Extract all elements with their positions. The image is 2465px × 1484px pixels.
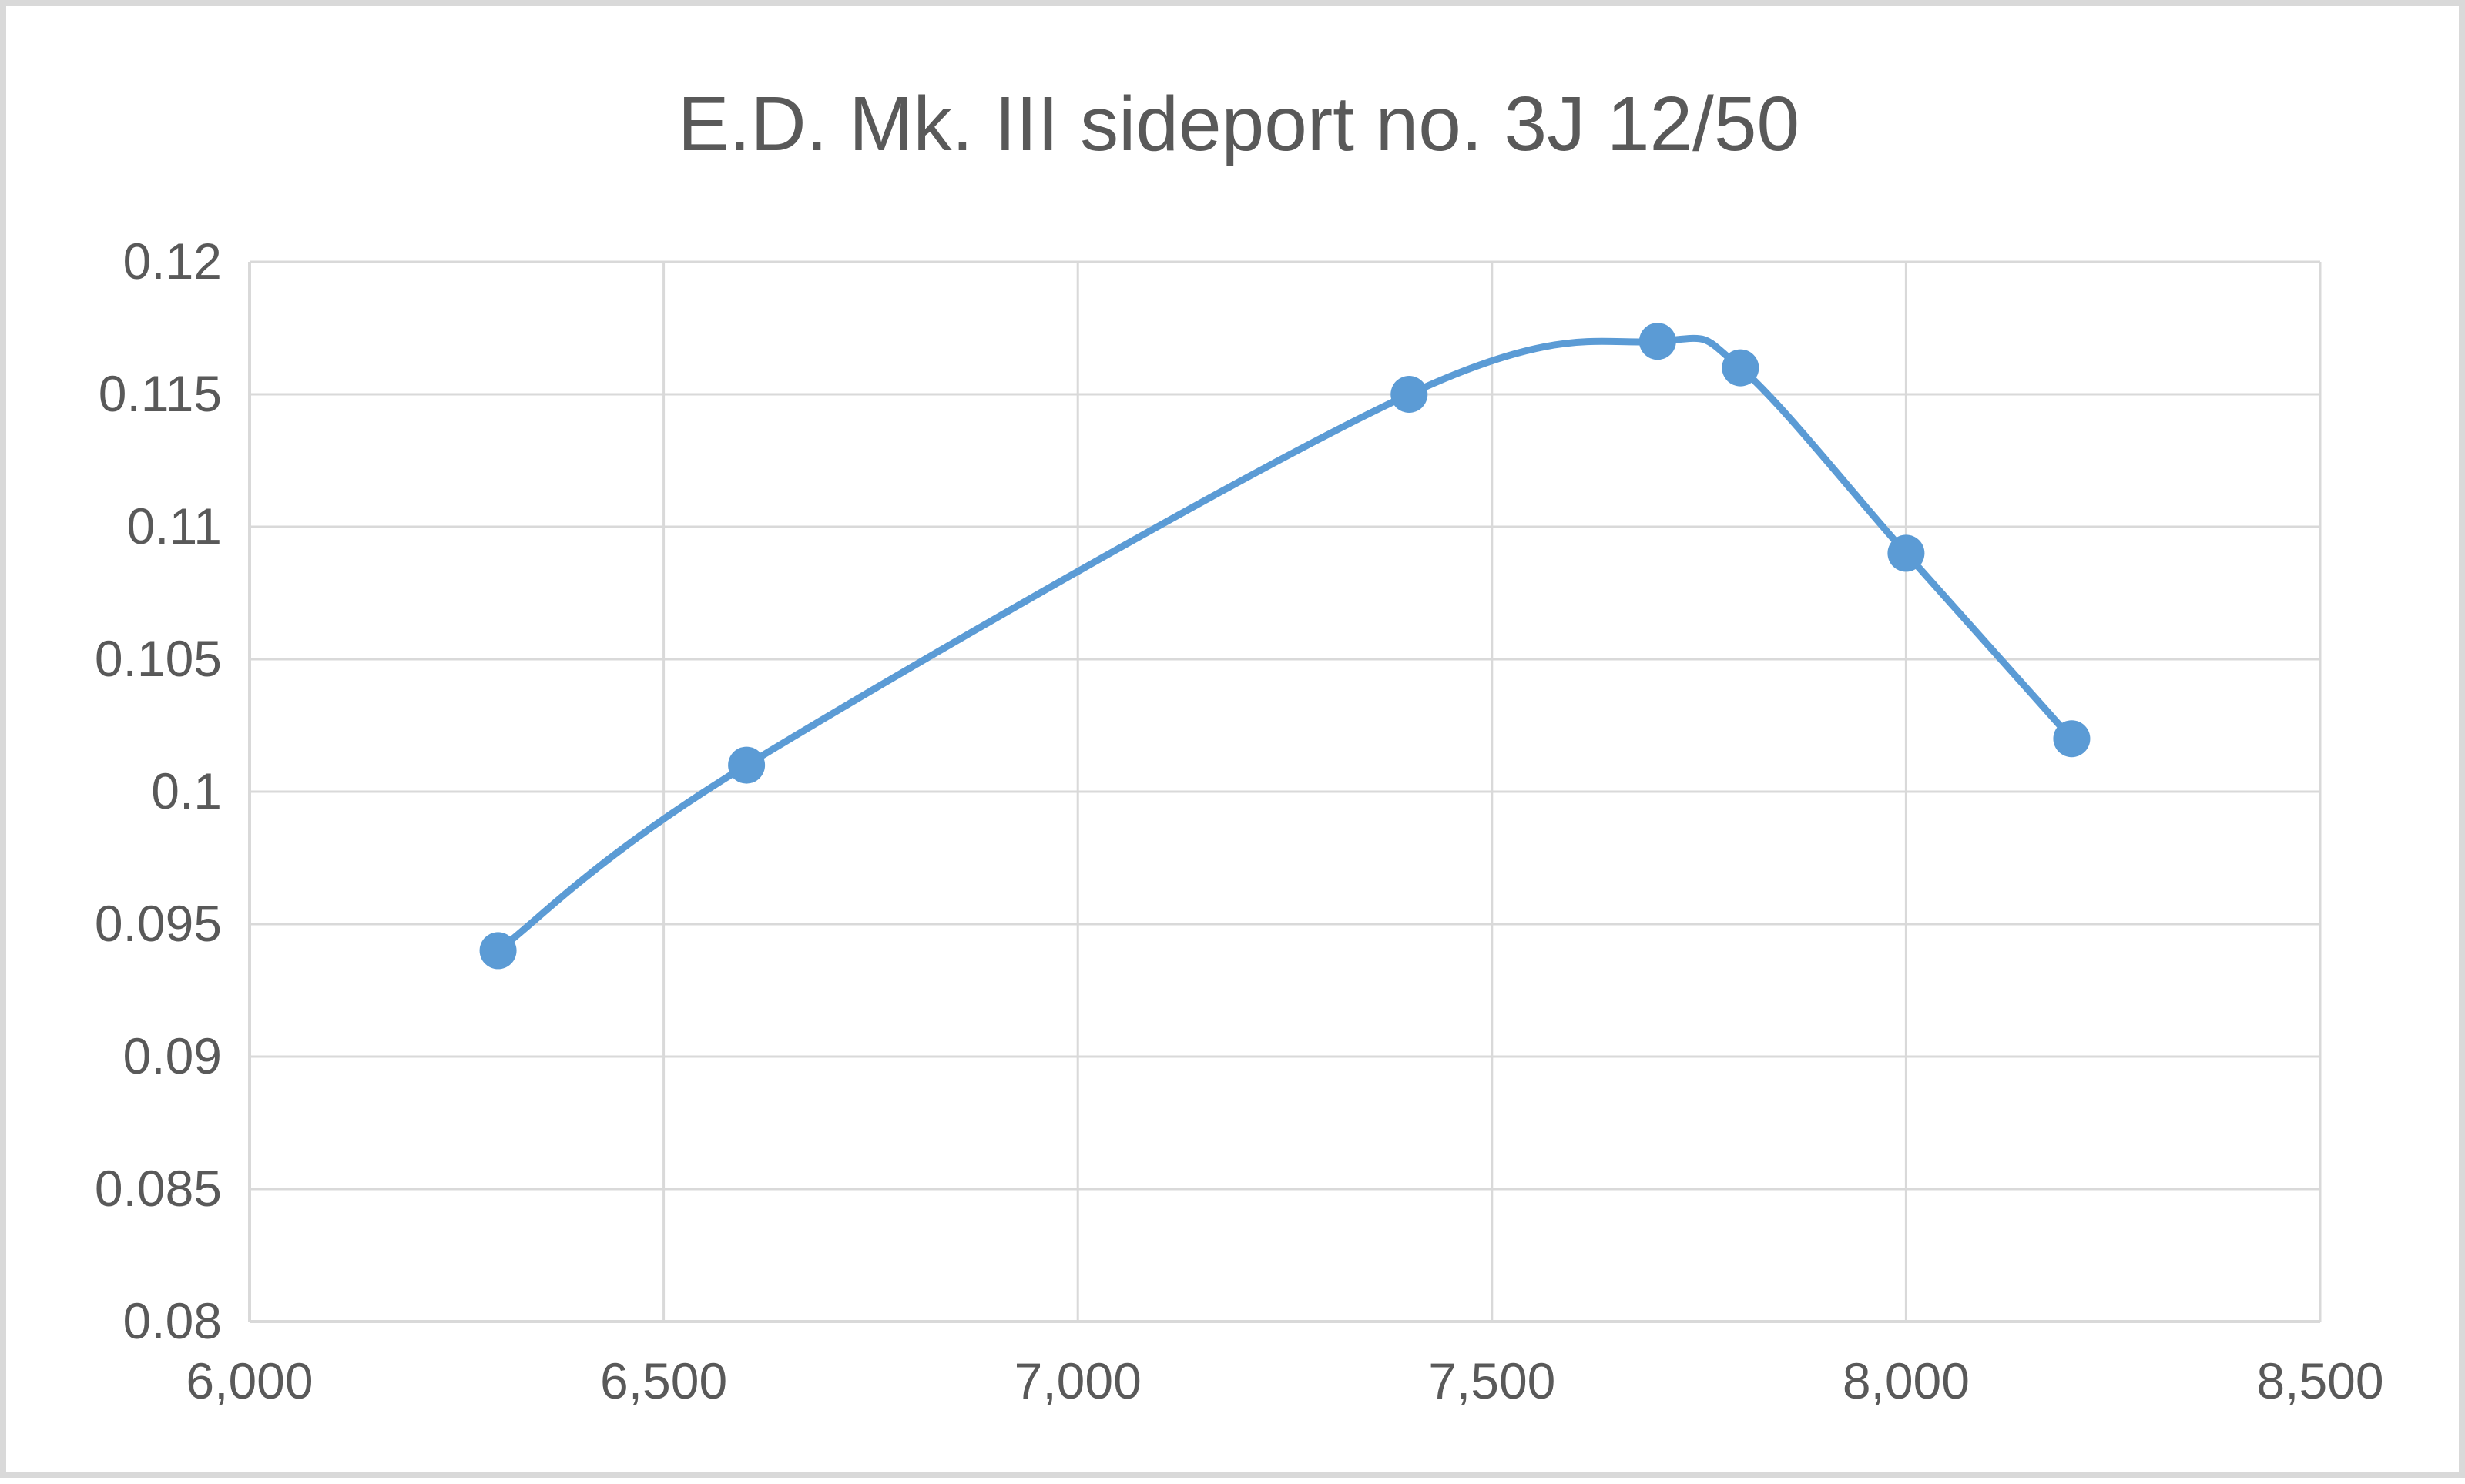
x-tick-label: 7,000 bbox=[1015, 1352, 1142, 1409]
x-tick-label: 8,000 bbox=[1843, 1352, 1970, 1409]
y-tick-label: 0.085 bbox=[95, 1160, 222, 1217]
data-point bbox=[1722, 349, 1759, 387]
data-point bbox=[1638, 323, 1676, 360]
y-tick-label: 0.11 bbox=[126, 497, 222, 554]
y-tick-label: 0.105 bbox=[95, 630, 222, 687]
tick-labels: 0.08 0.085 0.09 0.095 0.1 0.105 0.11 0.115 0.12 6… bbox=[95, 233, 2384, 1409]
axes bbox=[248, 262, 2320, 1323]
data-point bbox=[728, 746, 766, 784]
data-point bbox=[1887, 534, 1925, 572]
data-point bbox=[2053, 720, 2091, 758]
series-layer bbox=[479, 323, 2091, 970]
y-tick-label: 0.095 bbox=[95, 895, 222, 952]
y-tick-label: 0.12 bbox=[123, 233, 222, 290]
y-tick-label: 0.08 bbox=[123, 1292, 222, 1349]
x-tick-label: 8,500 bbox=[2256, 1352, 2383, 1409]
y-tick-label: 0.1 bbox=[151, 762, 222, 819]
y-tick-label: 0.115 bbox=[99, 365, 222, 422]
x-tick-label: 7,500 bbox=[1428, 1352, 1555, 1409]
data-point bbox=[1390, 376, 1428, 413]
grid-lines bbox=[250, 260, 2322, 1322]
x-tick-label: 6,000 bbox=[186, 1352, 313, 1409]
series-line bbox=[495, 334, 2075, 954]
y-tick-label: 0.09 bbox=[123, 1027, 222, 1084]
chart-plot: 0.08 0.085 0.09 0.095 0.1 0.105 0.11 0.115 0.12 6… bbox=[95, 233, 2384, 1409]
data-point bbox=[479, 932, 517, 970]
chart-title: E.D. Mk. III sideport no. 3J 12/50 bbox=[677, 81, 1800, 167]
x-tick-label: 6,500 bbox=[600, 1352, 727, 1409]
